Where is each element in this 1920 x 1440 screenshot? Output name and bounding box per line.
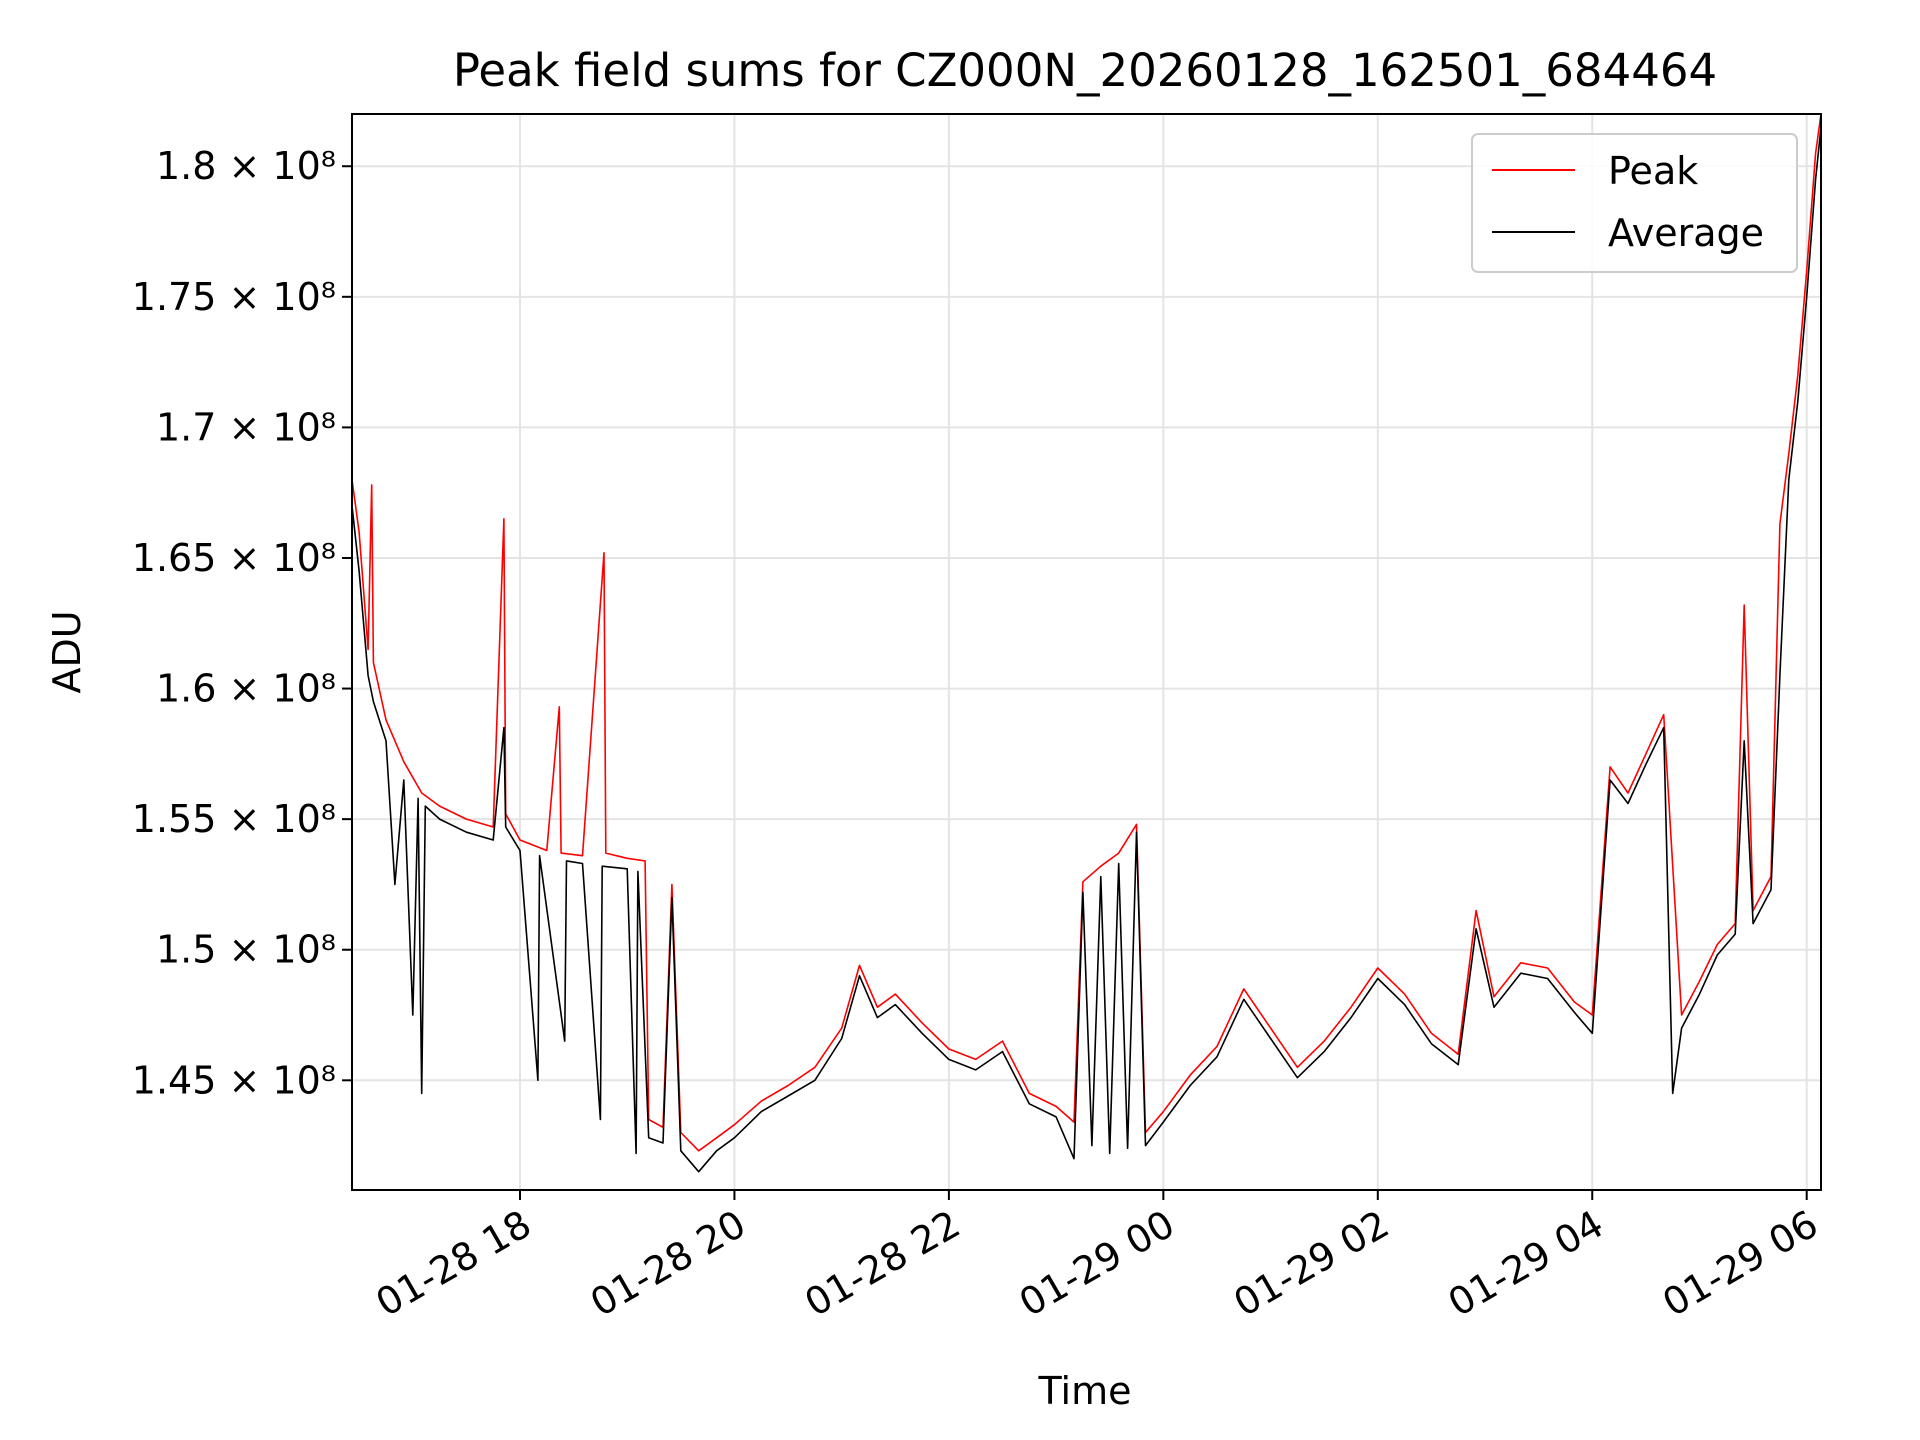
legend: Peak Average [1471, 133, 1798, 273]
x-tick-label: 01-29 00 [1012, 1202, 1182, 1326]
series-line-peak [352, 114, 1821, 1152]
x-tick-label: 01-29 06 [1655, 1202, 1825, 1326]
plot-frame [351, 113, 1822, 1191]
x-tick-label: 01-28 20 [583, 1202, 753, 1326]
y-tick-label: 1.45 × 10⁸ [132, 1058, 336, 1102]
y-tick-label: 1.6 × 10⁸ [156, 667, 336, 711]
series-layer [352, 114, 1821, 1173]
y-axis-label: ADU [45, 610, 89, 693]
y-tick-label: 1.55 × 10⁸ [132, 797, 336, 841]
x-tick-label: 01-29 04 [1441, 1202, 1611, 1326]
y-tick-label: 1.7 × 10⁸ [156, 405, 336, 449]
x-tick-label: 01-29 02 [1226, 1202, 1396, 1326]
y-tick-label: 1.5 × 10⁸ [156, 928, 336, 972]
x-axis-label: Time [1038, 1369, 1132, 1413]
y-tick-label: 1.75 × 10⁸ [132, 275, 336, 319]
grid [352, 114, 1821, 1190]
series-line-average [352, 127, 1821, 1173]
legend-label-average: Average [1608, 211, 1764, 255]
x-tick-label: 01-28 22 [797, 1202, 967, 1326]
chart-title: Peak field sums for CZ000N_20260128_1625… [453, 44, 1717, 97]
legend-label-peak: Peak [1608, 149, 1698, 193]
tick-layer: 01-28 18 01-28 20 01-28 22 01-29 00 01-29 02… [132, 144, 1825, 1325]
legend-box [1471, 133, 1798, 273]
y-tick-label: 1.8 × 10⁸ [156, 144, 336, 188]
x-tick-label: 01-28 18 [369, 1202, 539, 1326]
y-tick-label: 1.65 × 10⁸ [132, 536, 336, 580]
